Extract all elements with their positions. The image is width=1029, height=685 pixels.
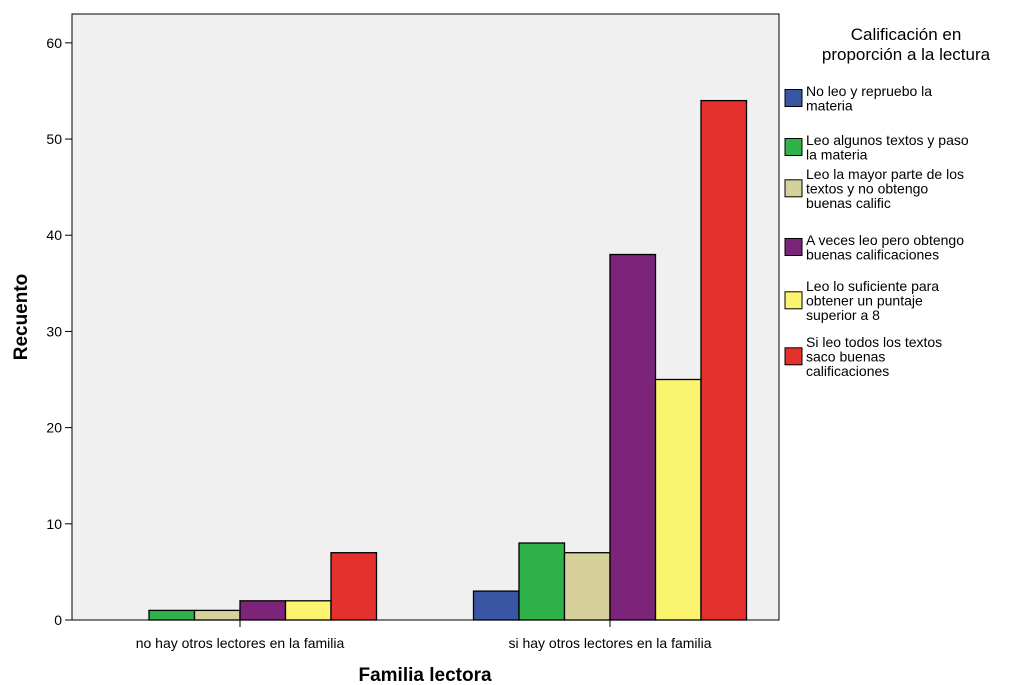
bar (330, 552, 378, 621)
x-tick-label: no hay otros lectores en la familia (136, 635, 345, 651)
bar (284, 600, 332, 621)
y-tick-label: 60 (46, 35, 62, 51)
y-tick-label: 50 (46, 131, 62, 147)
legend-label: la materia (806, 147, 868, 163)
y-tick-label: 10 (46, 516, 62, 532)
legend-label: saco buenas (806, 349, 885, 365)
y-tick-label: 30 (46, 323, 62, 339)
bar (654, 378, 702, 621)
legend-label: Leo algunos textos y paso (806, 132, 969, 148)
bar (609, 253, 657, 621)
x-tick-label: si hay otros lectores en la familia (508, 635, 711, 651)
legend-label: buenas calificaciones (806, 247, 939, 263)
y-tick-label: 40 (46, 227, 62, 243)
bar (518, 542, 566, 621)
legend-swatch (784, 89, 803, 107)
bar (472, 590, 520, 621)
legend-title: Calificación en (851, 25, 962, 44)
y-axis-title: Recuento (11, 274, 32, 361)
legend-swatch (784, 347, 803, 366)
bar (148, 609, 196, 621)
legend-swatch (784, 138, 803, 156)
legend-swatch (784, 238, 803, 256)
axes-group: 0 10 20 30 40 50 60 no hay otros lectores en la… (46, 13, 780, 651)
y-tick-label: 0 (54, 612, 62, 628)
legend-label: obtener un puntaje (806, 293, 923, 309)
legend-title: proporción a la lectura (822, 45, 991, 64)
bar (700, 99, 748, 621)
x-axis-title: Familia lectora (358, 665, 491, 685)
bars-group (148, 99, 748, 621)
y-tick-label: 20 (46, 420, 62, 436)
plot-frame (71, 13, 780, 621)
legend-swatch (784, 291, 803, 310)
legend-label: Leo la mayor parte de los (806, 166, 964, 182)
legend-label: materia (806, 98, 853, 114)
legend-label: A veces leo pero obtengo (806, 232, 964, 248)
legend-label: calificaciones (806, 363, 889, 379)
bar (563, 552, 611, 621)
legend-swatch (784, 179, 803, 198)
legend-label: superior a 8 (806, 307, 880, 323)
legend-label: Leo lo suficiente para (806, 278, 939, 294)
legend-label: Si leo todos los textos (806, 334, 942, 350)
legend-label: No leo y repruebo la (806, 83, 932, 99)
bar (193, 609, 241, 621)
bar (239, 600, 287, 621)
legend-label: textos y no obtengo (806, 181, 928, 197)
legend-label: buenas calific (806, 195, 891, 211)
